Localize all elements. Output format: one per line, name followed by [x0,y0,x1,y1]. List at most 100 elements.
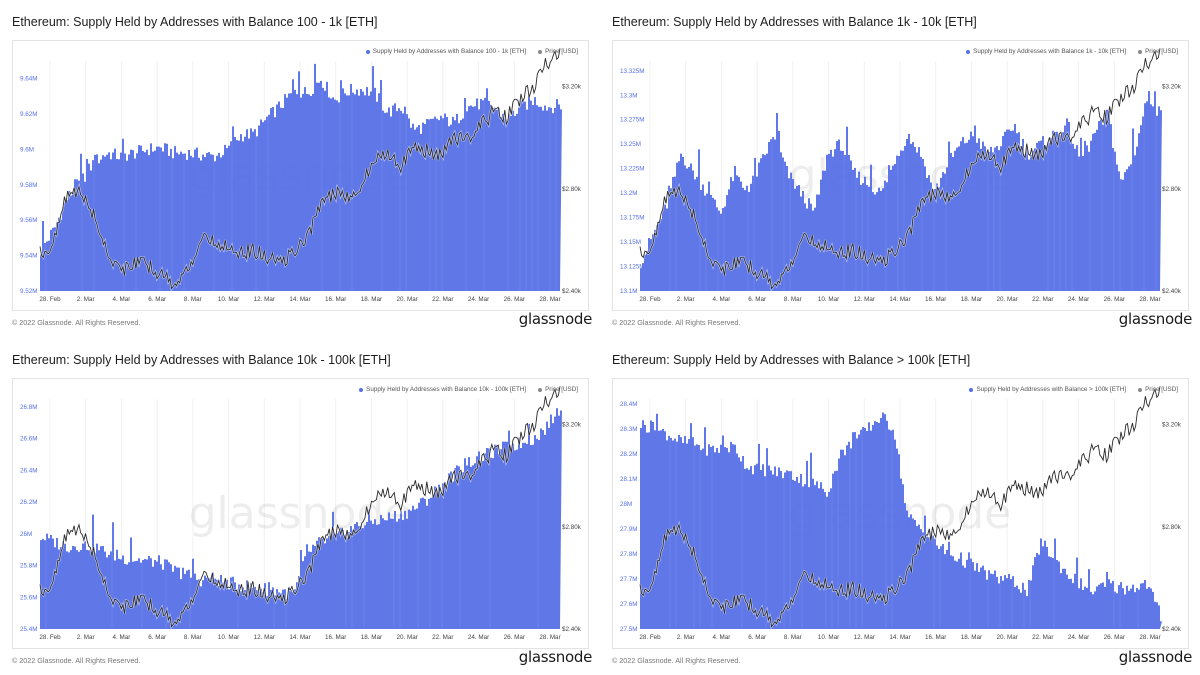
x-axis-label: 6. Mar [148,296,166,303]
x-axis-label: 28. Mar [1139,634,1160,641]
x-axis-label: 28. Feb [39,296,61,303]
y-axis-label: 13.1M [620,288,638,295]
y-axis-label: 26M [20,531,32,538]
x-axis-label: 2. Mar [677,296,695,303]
copyright-text: © 2022 Glassnode. All Rights Reserved. [12,318,141,327]
chart-area: glassnode 26.8M 26.6M 26.4M 26.2M 26M 25.8M 25.… [12,378,589,649]
x-axis-label: 26. Mar [504,296,525,303]
price-axis-label: $2.40k [1162,288,1182,295]
x-axis-label: 8. Mar [784,296,802,303]
chart-legend: Supply Held by Addresses with Balance > … [969,386,1178,393]
legend-dot-icon [538,49,543,54]
price-axis-label: $2.80k [1162,186,1182,193]
legend-dot-icon [538,387,543,392]
legend-item-supply[interactable]: Supply Held by Addresses with Balance 10… [359,386,526,393]
x-axis-label: 20. Mar [396,296,417,303]
legend-item-price[interactable]: Price [USD] [1138,48,1178,55]
y-axis-label: 27.7M [620,576,638,583]
chart-svg: glassnode13.325M13.3M13.275M13.25M13.225… [620,47,1182,303]
chart-panel-2: Ethereum: Supply Held by Addresses with … [612,8,1192,328]
x-axis-label: 14. Mar [289,634,310,641]
supply-area [40,408,562,629]
x-axis-label: 28. Mar [539,296,560,303]
chart-area: glassnode13.325M13.3M13.275M13.25M13.225… [612,40,1189,311]
legend-dot-icon [1138,387,1143,392]
price-axis-label: $3.20k [1162,84,1182,91]
x-axis-label: 2. Mar [77,296,95,303]
price-line [639,386,1161,628]
x-axis-label: 16. Mar [325,634,346,641]
x-axis-label: 12. Mar [854,634,875,641]
price-line [639,48,1161,290]
x-axis-label: 10. Mar [818,296,839,303]
price-axis-label: $2.40k [1162,626,1182,633]
chart-panel-4: Ethereum: Supply Held by Addresses with … [612,346,1192,666]
x-axis-label: 28. Feb [639,296,661,303]
legend-dot-icon [966,49,971,54]
x-axis-label: 24. Mar [1068,296,1089,303]
price-line [39,48,561,290]
y-axis-label: 9.6M [20,146,34,153]
supply-area [640,91,1162,291]
x-axis-label: 28. Mar [1139,296,1160,303]
chart-legend: Supply Held by Addresses with Balance 1k… [966,48,1178,55]
x-axis-label: 16. Mar [325,296,346,303]
price-axis-label: $2.40k [562,288,582,295]
legend-label-supply: Supply Held by Addresses with Balance 10… [372,48,527,55]
y-axis-label: 13.225M [620,166,645,173]
x-axis-label: 22. Mar [432,296,453,303]
legend-label-price: Price [USD] [545,48,578,55]
y-axis-label: 9.58M [20,182,38,189]
y-axis-label: 28M [620,501,632,508]
glassnode-logo: glassnode [518,648,593,666]
y-axis-label: 13.325M [620,68,645,75]
y-axis-label: 28.2M [620,451,638,458]
supply-area [40,63,562,291]
y-axis-label: 13.2M [620,190,638,197]
y-axis-label: 26.6M [20,436,38,443]
x-axis-label: 22. Mar [1032,296,1053,303]
legend-item-supply[interactable]: Supply Held by Addresses with Balance > … [969,386,1126,393]
x-axis-label: 10. Mar [818,634,839,641]
price-axis-label: $2.80k [1162,524,1182,531]
chart-legend: Supply Held by Addresses with Balance 10… [365,48,578,55]
x-axis-label: 12. Mar [254,634,275,641]
y-axis-label: 25.4M [20,626,38,633]
y-axis-label: 28.1M [620,476,638,483]
x-axis-label: 4. Mar [112,296,130,303]
x-axis-label: 4. Mar [712,296,730,303]
x-axis-label: 26. Mar [1104,634,1125,641]
legend-item-price[interactable]: Price [USD] [538,48,578,55]
x-axis-label: 8. Mar [184,634,202,641]
y-axis-label: 9.56M [20,217,38,224]
x-axis-label: 24. Mar [468,634,489,641]
x-axis-label: 2. Mar [77,634,95,641]
x-axis-label: 28. Feb [639,634,661,641]
y-axis-label: 28.3M [620,426,638,433]
legend-dot-icon [365,49,370,54]
x-axis-label: 26. Mar [504,634,525,641]
chart-panel-3: Ethereum: Supply Held by Addresses with … [12,346,592,666]
price-line [39,386,561,628]
y-axis-label: 26.2M [20,499,38,506]
legend-item-supply[interactable]: Supply Held by Addresses with Balance 1k… [966,48,1126,55]
x-axis-label: 14. Mar [889,634,910,641]
x-axis-label: 8. Mar [784,634,802,641]
legend-item-price[interactable]: Price [USD] [538,386,578,393]
legend-label-supply: Supply Held by Addresses with Balance > … [976,386,1127,393]
y-axis-label: 13.25M [620,141,641,148]
y-axis-label: 26.8M [20,404,38,411]
x-axis-label: 22. Mar [1032,634,1053,641]
x-axis-label: 18. Mar [961,634,982,641]
legend-item-supply[interactable]: Supply Held by Addresses with Balance 10… [365,48,527,55]
y-axis-label: 25.8M [20,563,38,570]
y-axis-label: 13.3M [620,92,638,99]
y-axis-label: 13.275M [620,117,645,124]
chart-area: glassnode9.64M9.62M9.6M9.58M9.56M9.54M9.… [12,40,589,311]
x-axis-label: 12. Mar [254,296,275,303]
x-axis-label: 10. Mar [218,634,239,641]
legend-item-price[interactable]: Price [USD] [1138,386,1178,393]
legend-label-price: Price [USD] [1145,48,1178,55]
chart-title: Ethereum: Supply Held by Addresses with … [612,15,977,29]
price-axis-label: $3.20k [1162,422,1182,429]
